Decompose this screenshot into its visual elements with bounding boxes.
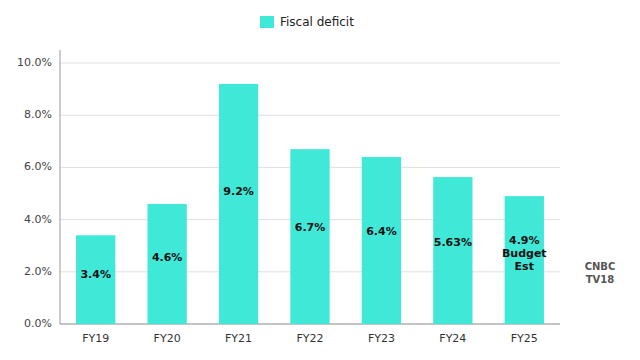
annotation: CNBCTV18 <box>585 261 616 285</box>
x-tick-label: FY25 <box>511 332 538 345</box>
chart: 0.0% 2.0% 4.0% 6.0% 8.0% 10.0% 3.4% 4.6% 9.2% 6.7… <box>0 0 640 360</box>
y-axis: 0.0% 2.0% 4.0% 6.0% 8.0% 10.0% <box>17 50 560 330</box>
y-tick-label: 10.0% <box>17 56 52 69</box>
legend-swatch <box>260 16 274 28</box>
x-tick-label: FY20 <box>154 332 181 345</box>
y-axis-line <box>60 50 61 324</box>
x-tick-label: FY24 <box>439 332 466 345</box>
y-tick-label: 4.0% <box>24 213 52 226</box>
x-tick-label: FY23 <box>368 332 395 345</box>
data-label: 6.7% <box>295 221 326 234</box>
x-axis: FY19 FY20 FY21 FY22 FY23 FY24 FY25 <box>82 332 538 345</box>
legend: Fiscal deficit <box>260 15 354 29</box>
data-label: 4.6% <box>152 251 183 264</box>
data-label: 3.4% <box>80 268 111 281</box>
grid-line <box>60 63 560 64</box>
bar <box>290 149 329 324</box>
bar <box>433 177 472 324</box>
legend-label: Fiscal deficit <box>280 15 354 29</box>
grid-line <box>60 115 560 116</box>
bars <box>76 84 544 324</box>
bar <box>362 157 401 324</box>
data-label: 4.9%BudgetEst <box>502 234 547 273</box>
data-label: 9.2% <box>223 185 254 198</box>
x-tick-label: FY19 <box>82 332 109 345</box>
y-tick-label: 2.0% <box>24 265 52 278</box>
data-label: 6.4% <box>366 225 397 238</box>
bar <box>505 196 544 324</box>
x-tick-label: FY22 <box>296 332 323 345</box>
data-labels: 3.4% 4.6% 9.2% 6.7% 6.4% 5.63% 4.9%BudgetEst <box>80 185 546 281</box>
y-tick-label: 0.0% <box>24 317 52 330</box>
bar <box>76 235 115 324</box>
y-tick-label: 6.0% <box>24 160 52 173</box>
y-tick-label: 8.0% <box>24 108 52 121</box>
bar <box>219 84 258 324</box>
grid <box>60 63 560 324</box>
bar <box>148 204 187 324</box>
data-label: 5.63% <box>434 236 472 249</box>
x-tick-label: FY21 <box>225 332 252 345</box>
